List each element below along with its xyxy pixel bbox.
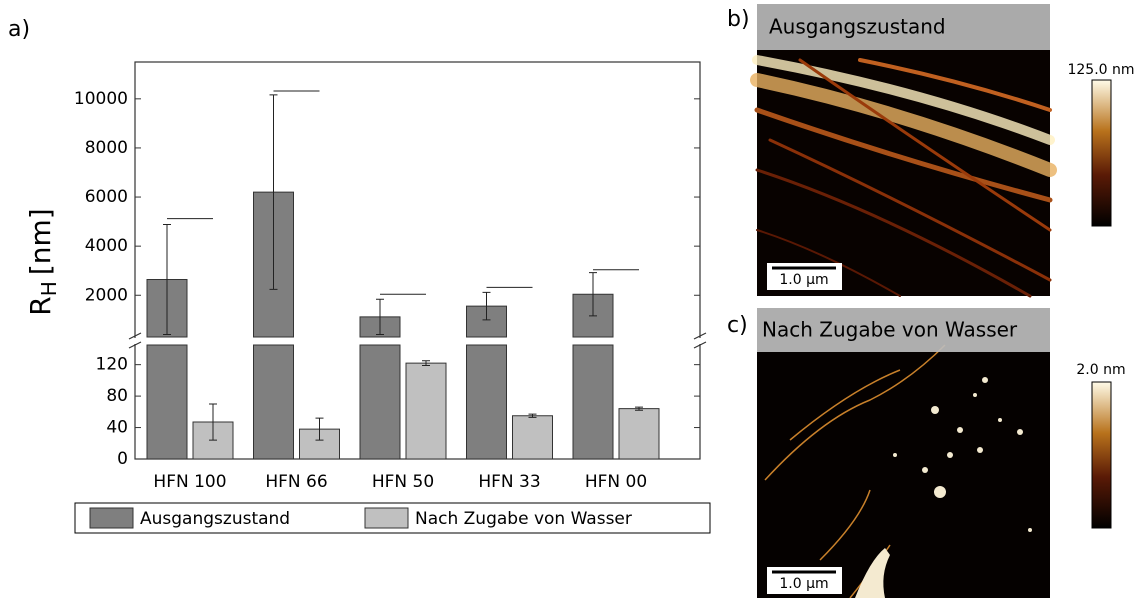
break-mark	[128, 332, 142, 349]
error-bar	[482, 291, 491, 321]
error-bar	[528, 413, 537, 418]
colorbar	[1091, 79, 1112, 227]
y-tick-label: 6000	[85, 187, 128, 207]
error-bar	[589, 272, 597, 317]
break-mark	[693, 332, 707, 349]
bar	[359, 316, 401, 460]
scale-bar-label: 1.0 µm	[779, 272, 828, 288]
error-bar	[376, 298, 384, 336]
y-label-sub: H	[37, 281, 61, 296]
bar	[405, 362, 447, 460]
x-tick-label: HFN 66	[265, 472, 327, 492]
panel-label: a)	[8, 17, 30, 42]
panel-label: b)	[727, 7, 750, 32]
colorbar-label: 125.0 nm	[1067, 62, 1134, 78]
error-bar	[163, 224, 171, 336]
y-tick-label: 0	[117, 449, 128, 469]
x-tick-label: HFN 33	[478, 472, 540, 492]
y-tick-label: 40	[106, 418, 128, 438]
x-tick-label: HFN 00	[585, 472, 647, 492]
image-caption: Nach Zugabe von Wasser	[762, 318, 1018, 342]
y-tick-label: 10000	[74, 89, 128, 109]
error-bar	[269, 94, 278, 290]
error-bar	[422, 360, 430, 366]
error-bar	[315, 417, 324, 441]
colorbar	[1091, 381, 1112, 529]
bar	[512, 415, 553, 460]
bar	[572, 293, 614, 460]
bar	[253, 191, 294, 460]
image-caption: Ausgangszustand	[769, 15, 946, 39]
afm-image	[750, 4, 1057, 298]
afm-image	[757, 308, 1050, 599]
x-tick-label: HFN 50	[372, 472, 434, 492]
y-tick-label: 2000	[85, 285, 128, 305]
bar	[146, 279, 188, 460]
bar	[466, 305, 507, 460]
legend-swatch	[89, 507, 134, 529]
scale-bar-label: 1.0 µm	[779, 576, 828, 592]
y-axis-label: RH [nm]	[24, 208, 61, 315]
legend-label: Ausgangszustand	[140, 509, 290, 529]
x-tick-label: HFN 100	[153, 472, 226, 492]
axis-break	[127, 338, 708, 344]
panel-label: c)	[727, 313, 748, 338]
legend-label: Nach Zugabe von Wasser	[415, 509, 632, 529]
legend-swatch	[364, 507, 409, 529]
y-tick-label: 8000	[85, 138, 128, 158]
y-label-main: R	[24, 296, 57, 315]
error-bar	[209, 403, 217, 441]
bar	[618, 408, 660, 460]
error-bar	[635, 406, 643, 411]
y-tick-label: 4000	[85, 236, 128, 256]
colorbar-label: 2.0 nm	[1076, 362, 1125, 378]
y-tick-label: 80	[106, 386, 128, 406]
y-tick-label: 120	[96, 355, 128, 375]
y-label-unit: [nm]	[24, 208, 57, 275]
bar	[299, 428, 340, 460]
